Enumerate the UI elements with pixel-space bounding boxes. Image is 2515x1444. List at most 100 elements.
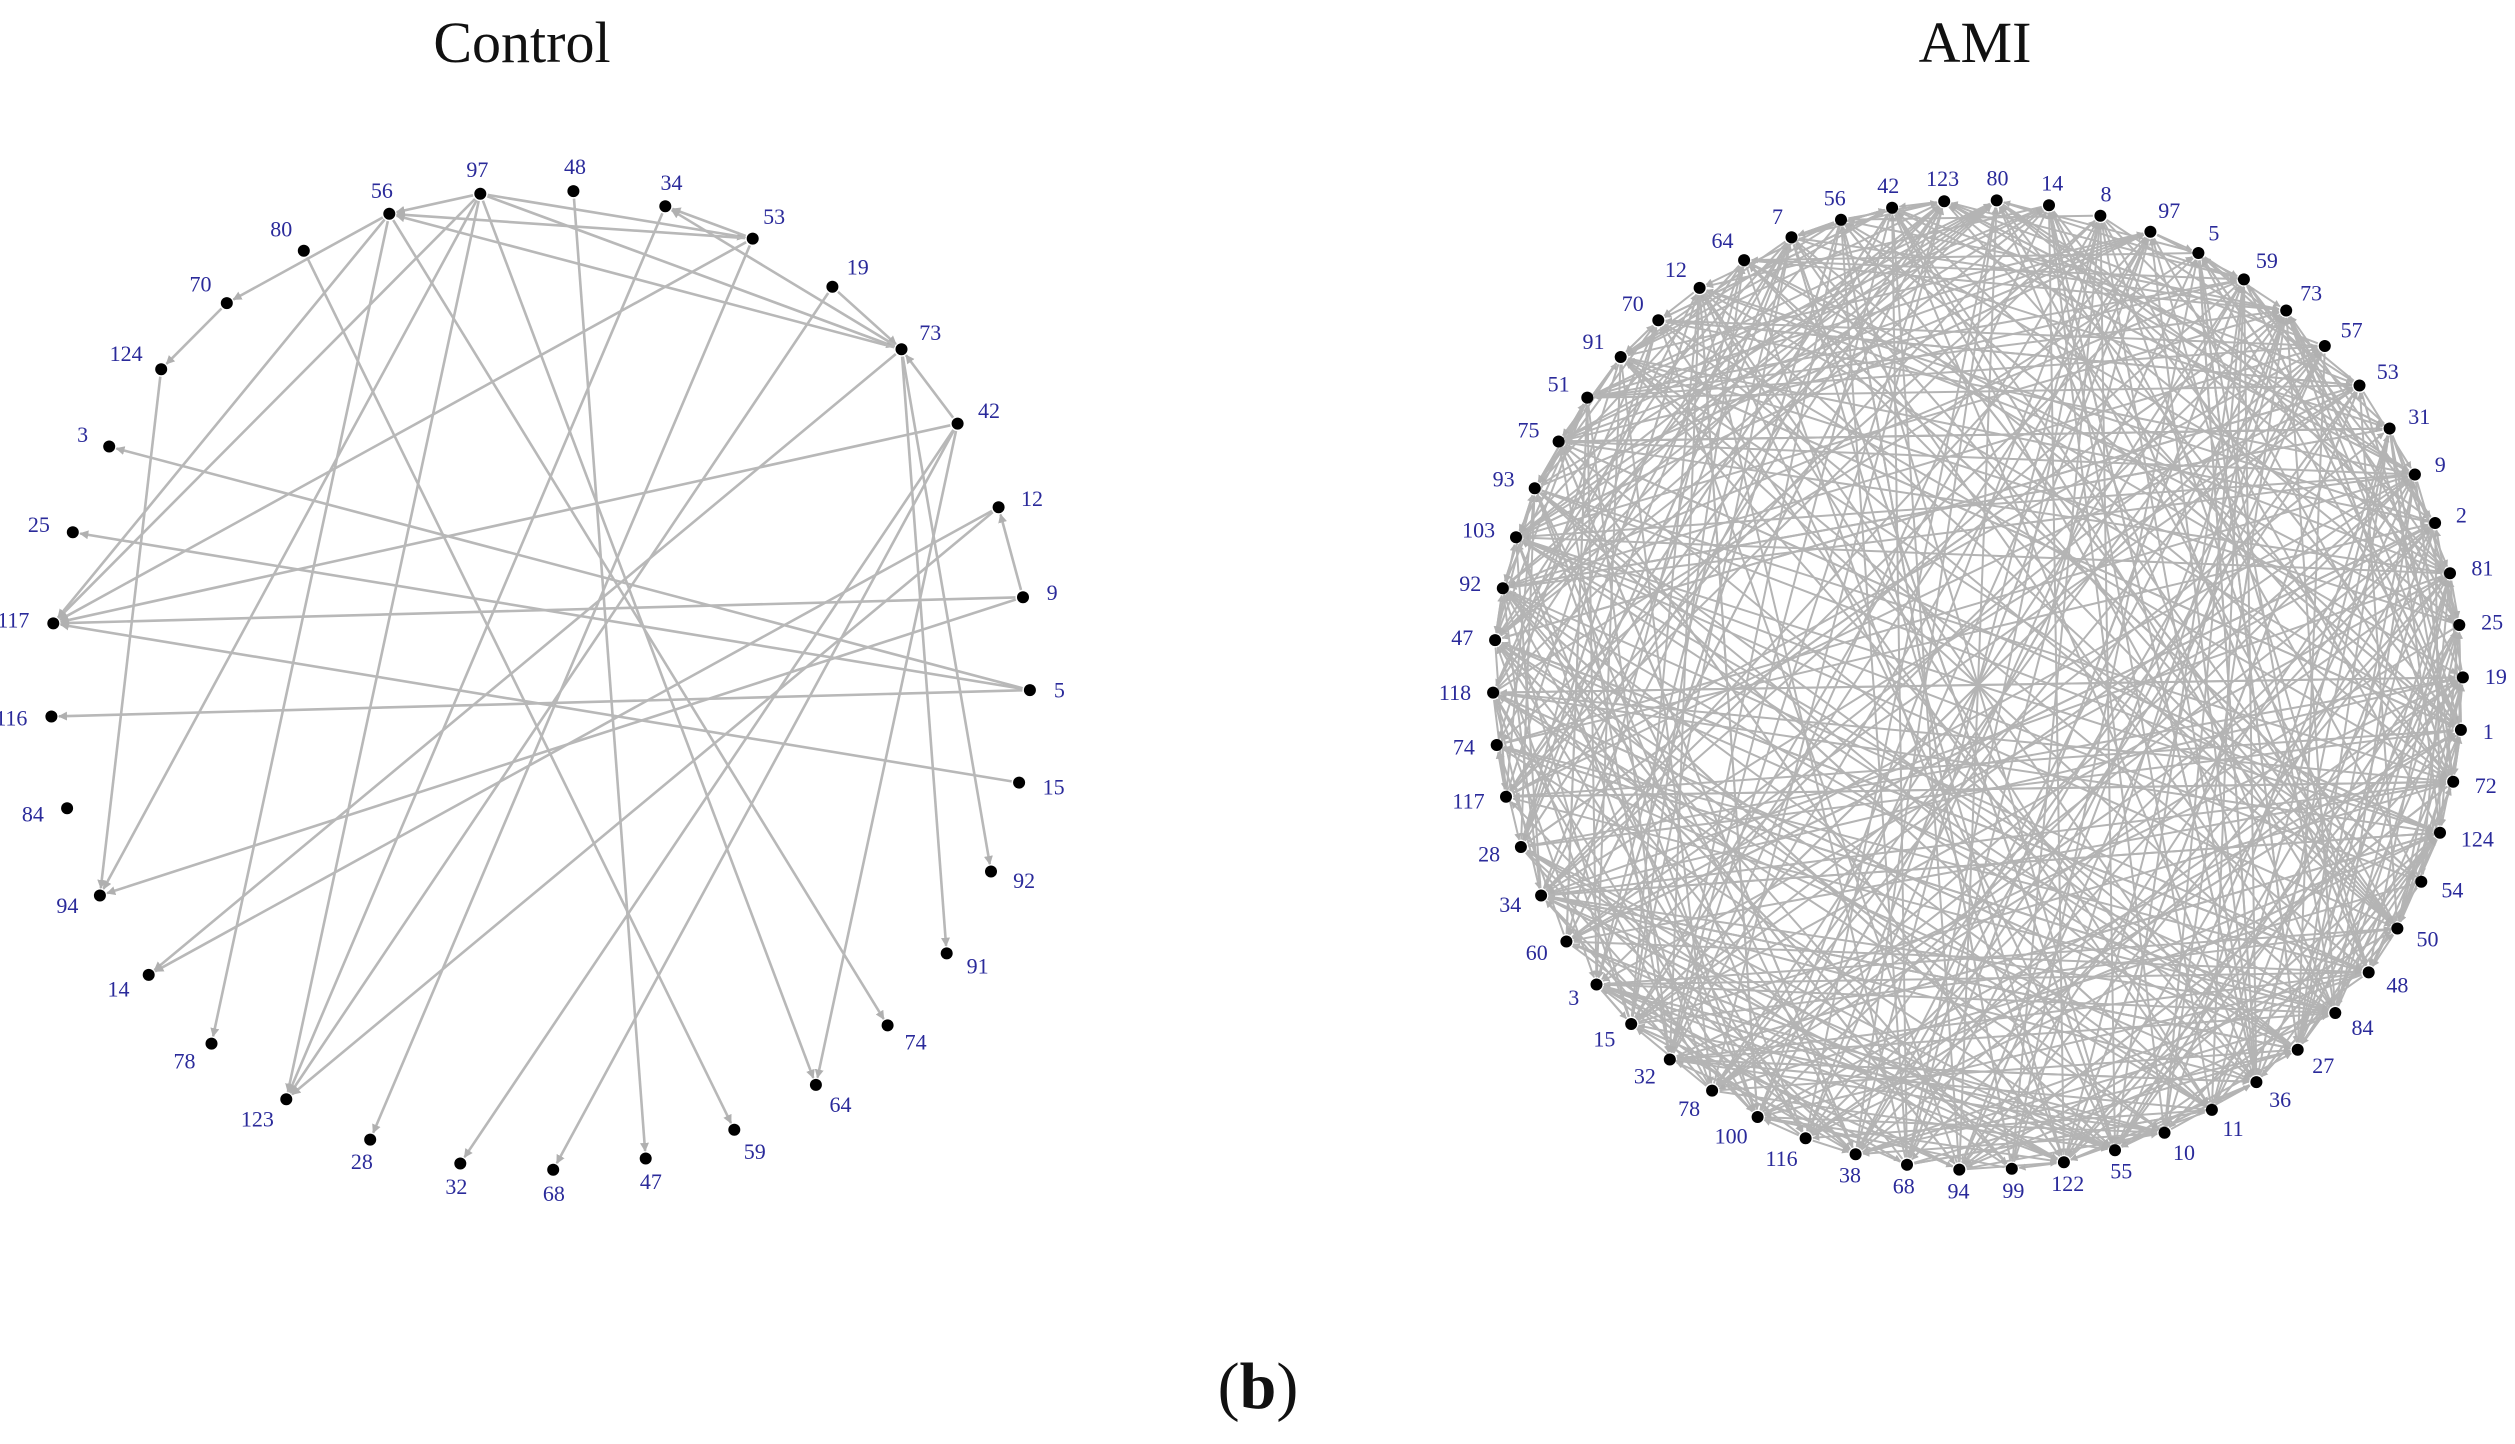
- control-node-dot: [93, 889, 106, 902]
- ami-node-dot: [2250, 1076, 2263, 1089]
- ami-edge-42-to-36: [1893, 214, 2255, 1076]
- control-edge-42-to-32: [463, 429, 955, 1158]
- ami-node-36: 36: [2250, 1076, 2291, 1112]
- ami-node-dot: [1901, 1158, 1913, 1171]
- ami-node-label: 80: [1987, 165, 2009, 190]
- ami-node-dot: [1590, 978, 1603, 991]
- ami-node-dot: [2094, 209, 2107, 222]
- ami-node-label: 116: [1766, 1146, 1798, 1171]
- control-edge-34-to-123: [288, 212, 664, 1094]
- ami-edge-47-to-48: [1501, 641, 2363, 971]
- ami-node-80: 80: [1987, 165, 2009, 207]
- subfigure-letter: b: [1240, 1350, 1277, 1423]
- ami-edge-36-to-124: [2260, 838, 2437, 1077]
- ami-node-97: 97: [2144, 198, 2180, 238]
- ami-edge-84-to-81: [2336, 579, 2450, 1006]
- ami-edge-51-to-103: [1518, 403, 1585, 532]
- control-edge-42-to-73: [904, 354, 955, 419]
- control-node-label: 116: [0, 705, 27, 730]
- ami-node-84: 84: [2329, 1007, 2374, 1040]
- control-node-dot: [297, 244, 310, 257]
- ami-edge-34-to-55: [1547, 897, 2109, 1149]
- ami-node-3: 3: [1568, 978, 1603, 1010]
- control-edge-73-to-56: [395, 213, 895, 349]
- ami-node-73: 73: [2280, 281, 2322, 317]
- control-node-dot: [280, 1093, 293, 1106]
- ami-edge-14-to-51: [1593, 207, 2043, 396]
- ami-edge-64-to-28: [1522, 266, 1743, 841]
- ami-node-38: 38: [1839, 1148, 1862, 1188]
- control-node-label: 5: [1054, 678, 1065, 703]
- ami-edge-9-to-103: [1522, 474, 2408, 540]
- control-node-92: 92: [985, 865, 1035, 893]
- ami-edge-32-to-36: [1677, 1058, 2250, 1086]
- ami-edge-5-to-64: [1750, 252, 2191, 264]
- ami-node-dot: [2144, 225, 2157, 238]
- ami-node-72: 72: [2447, 773, 2497, 798]
- ami-node-label: 68: [1893, 1174, 1915, 1199]
- control-node-label: 12: [1021, 486, 1043, 511]
- ami-node-28: 28: [1478, 841, 1527, 866]
- ami-node-label: 117: [1452, 789, 1484, 814]
- ami-edge-12-to-1: [1705, 290, 2456, 727]
- ami-edge-34-to-7: [1542, 243, 1790, 889]
- control-node-dot: [47, 617, 60, 630]
- ami-edge-75-to-124: [1564, 443, 2434, 831]
- ami-edge-12-to-36: [1703, 293, 2253, 1077]
- ami-node-dot: [2434, 826, 2446, 839]
- ami-node-dot: [1614, 351, 1627, 363]
- control-node-78: 78: [174, 1037, 218, 1073]
- ami-edge-28-to-7: [1522, 243, 1790, 841]
- ami-edge-7-to-31: [1798, 238, 2384, 428]
- ami-node-label: 31: [2408, 404, 2430, 429]
- ami-node-dot: [1751, 1111, 1764, 1123]
- control-node-label: 97: [466, 157, 488, 182]
- ami-edge-11-to-92: [1508, 591, 2207, 1107]
- control-node-dot: [639, 1152, 652, 1165]
- ami-node-12: 12: [1665, 257, 1706, 294]
- control-node-label: 94: [56, 893, 78, 918]
- ami-edge-25-to-91: [1627, 357, 2453, 624]
- control-edge-9-to-12: [998, 513, 1023, 591]
- ami-node-14: 14: [2041, 171, 2063, 212]
- ami-node-64: 64: [1712, 228, 1751, 267]
- ami-node-dot: [1500, 790, 1512, 803]
- ami-edge-122-to-124: [2068, 836, 2435, 1159]
- ami-edge-93-to-47: [1495, 495, 1534, 634]
- ami-node-label: 78: [1678, 1096, 1700, 1121]
- ami-node-25: 25: [2453, 609, 2503, 634]
- ami-edge-1-to-5: [2201, 258, 2459, 724]
- control-node-label: 48: [564, 154, 586, 179]
- ami-node-dot: [1835, 213, 1847, 226]
- ami-edge-3-to-15: [1600, 989, 1627, 1020]
- ami-node-label: 59: [2256, 248, 2278, 273]
- ami-edge-81-to-56: [1846, 222, 2445, 571]
- control-edge-73-to-14: [153, 353, 897, 972]
- ami-node-label: 3: [1568, 985, 1579, 1010]
- ami-node-dot: [1560, 935, 1573, 948]
- ami-node-label: 97: [2158, 198, 2180, 223]
- control-node-42: 42: [951, 398, 1000, 430]
- control-edge-97-to-53: [487, 193, 747, 241]
- ami-node-label: 75: [1518, 417, 1540, 442]
- control-node-label: 56: [371, 178, 393, 203]
- ami-edge-56-to-12: [1705, 222, 1835, 286]
- ami-node-7: 7: [1772, 204, 1798, 244]
- ami-node-116: 116: [1766, 1132, 1812, 1171]
- ami-edge-47-to-117: [1494, 647, 1509, 790]
- ami-edge-100-to-122: [1764, 1117, 2058, 1164]
- control-node-116: 116: [0, 705, 58, 730]
- control-node-dot: [205, 1037, 218, 1050]
- ami-node-dot: [1490, 739, 1503, 751]
- ami-edge-7-to-72: [1796, 241, 2449, 778]
- ami-node-10: 10: [2158, 1126, 2195, 1165]
- ami-edge-100-to-93: [1536, 494, 1756, 1111]
- ami-node-label: 99: [2002, 1178, 2024, 1203]
- control-node-15: 15: [1013, 775, 1065, 800]
- ami-edge-74-to-36: [1503, 747, 2251, 1081]
- control-node-73: 73: [895, 320, 941, 356]
- control-node-label: 42: [978, 398, 1000, 423]
- ami-node-56: 56: [1824, 186, 1847, 226]
- ami-node-42: 42: [1877, 173, 1899, 214]
- control-edge-97-to-94: [102, 199, 478, 890]
